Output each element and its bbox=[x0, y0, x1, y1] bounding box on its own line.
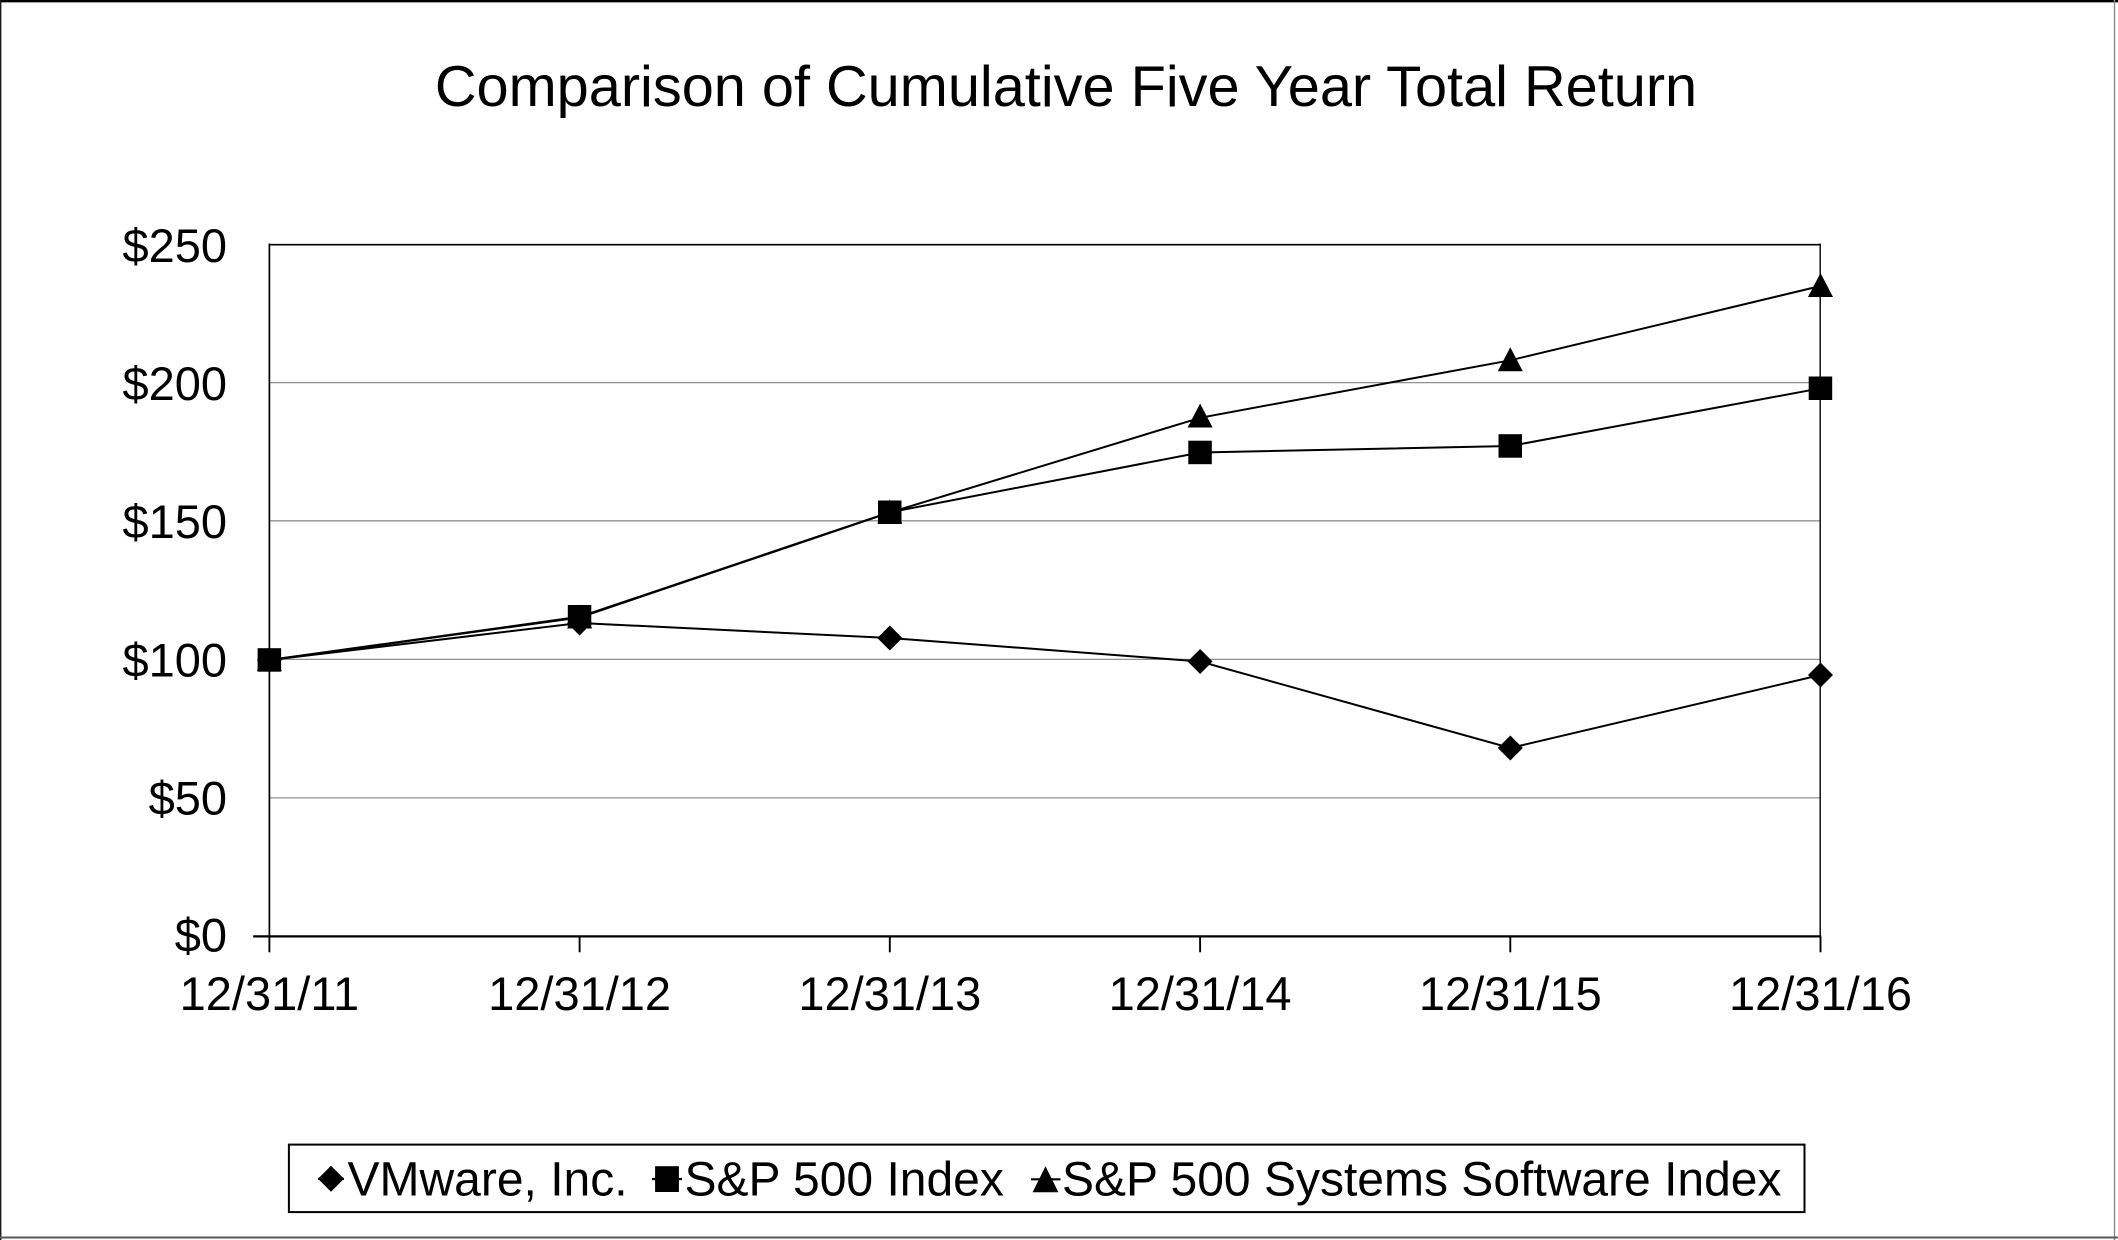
svg-text:12/31/12: 12/31/12 bbox=[488, 967, 671, 1020]
svg-text:$100: $100 bbox=[122, 633, 227, 686]
svg-text:12/31/11: 12/31/11 bbox=[180, 967, 359, 1020]
svg-text:$250: $250 bbox=[122, 219, 227, 272]
svg-text:12/31/14: 12/31/14 bbox=[1109, 967, 1292, 1020]
svg-text:VMware, Inc.: VMware, Inc. bbox=[348, 1153, 628, 1206]
svg-text:Comparison of Cumulative Five: Comparison of Cumulative Five Year Total… bbox=[435, 55, 1697, 119]
svg-text:$150: $150 bbox=[122, 495, 227, 548]
svg-text:12/31/13: 12/31/13 bbox=[798, 967, 981, 1020]
svg-text:12/31/15: 12/31/15 bbox=[1419, 967, 1602, 1020]
svg-text:$0: $0 bbox=[175, 909, 227, 962]
svg-text:$200: $200 bbox=[122, 357, 227, 410]
svg-text:S&P 500 Systems Software Index: S&P 500 Systems Software Index bbox=[1062, 1153, 1781, 1206]
svg-text:12/31/16: 12/31/16 bbox=[1729, 967, 1912, 1020]
svg-text:S&P 500 Index: S&P 500 Index bbox=[685, 1153, 1004, 1206]
svg-text:$50: $50 bbox=[149, 772, 227, 825]
